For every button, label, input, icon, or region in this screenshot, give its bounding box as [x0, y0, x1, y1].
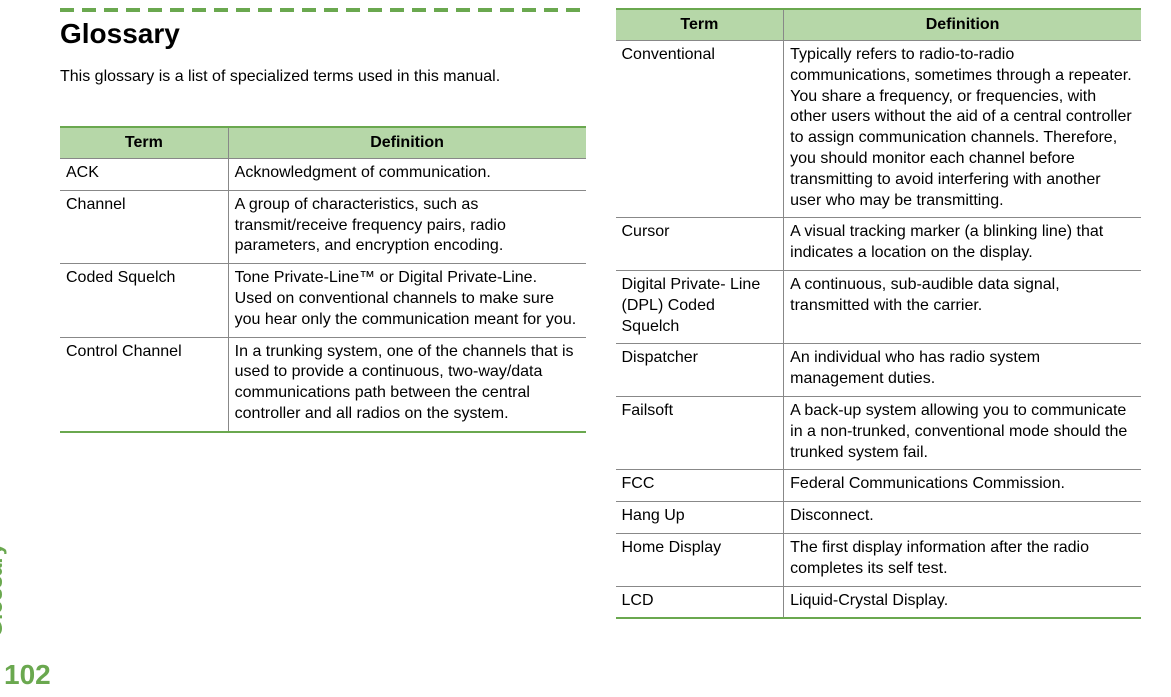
table-row: Home DisplayThe first display informatio…: [616, 533, 1142, 586]
table-header-row: Term Definition: [60, 127, 586, 159]
table-row: ConventionalTypically refers to radio-to…: [616, 41, 1142, 218]
term-cell: Channel: [60, 190, 228, 263]
term-cell: Coded Squelch: [60, 264, 228, 337]
table-row: LCDLiquid-Crystal Display.: [616, 586, 1142, 618]
definition-cell: In a trunking system, one of the channel…: [228, 337, 585, 432]
term-cell: Cursor: [616, 218, 784, 271]
table-header-row: Term Definition: [616, 9, 1142, 41]
sidebar-section-label: Glossary: [0, 543, 8, 637]
term-cell: ACK: [60, 159, 228, 191]
term-cell: Dispatcher: [616, 344, 784, 397]
definition-cell: Acknowledgment of communication.: [228, 159, 585, 191]
term-cell: LCD: [616, 586, 784, 618]
term-cell: Digital Private- Line (DPL) Coded Squelc…: [616, 270, 784, 343]
glossary-tbody-right: ConventionalTypically refers to radio-to…: [616, 41, 1142, 619]
col-header-term: Term: [60, 127, 228, 159]
term-cell: Conventional: [616, 41, 784, 218]
table-row: DispatcherAn individual who has radio sy…: [616, 344, 1142, 397]
table-row: Hang UpDisconnect.: [616, 502, 1142, 534]
definition-cell: Typically refers to radio-to-radio commu…: [784, 41, 1141, 218]
table-row: ACKAcknowledgment of communication.: [60, 159, 586, 191]
col-header-definition: Definition: [784, 9, 1141, 41]
table-row: ChannelA group of characteristics, such …: [60, 190, 586, 263]
page-title: Glossary: [60, 18, 586, 50]
col-header-definition: Definition: [228, 127, 585, 159]
definition-cell: An individual who has radio system manag…: [784, 344, 1141, 397]
glossary-table-right: Term Definition ConventionalTypically re…: [616, 8, 1142, 619]
definition-cell: The first display information after the …: [784, 533, 1141, 586]
left-column: Glossary This glossary is a list of spec…: [60, 8, 586, 689]
term-cell: Hang Up: [616, 502, 784, 534]
table-row: FailsoftA back-up system allowing you to…: [616, 396, 1142, 469]
table-row: CursorA visual tracking marker (a blinki…: [616, 218, 1142, 271]
term-cell: Failsoft: [616, 396, 784, 469]
term-cell: FCC: [616, 470, 784, 502]
definition-cell: A group of characteristics, such as tran…: [228, 190, 585, 263]
table-row: FCCFederal Communications Commission.: [616, 470, 1142, 502]
definition-cell: A visual tracking marker (a blinking lin…: [784, 218, 1141, 271]
page-columns: Glossary This glossary is a list of spec…: [0, 0, 1171, 697]
definition-cell: A continuous, sub-audible data signal, t…: [784, 270, 1141, 343]
table-row: Digital Private- Line (DPL) Coded Squelc…: [616, 270, 1142, 343]
definition-cell: Disconnect.: [784, 502, 1141, 534]
table-row: Control ChannelIn a trunking system, one…: [60, 337, 586, 432]
definition-cell: Liquid-Crystal Display.: [784, 586, 1141, 618]
col-header-term: Term: [616, 9, 784, 41]
page-number: 102: [4, 659, 51, 691]
definition-cell: Tone Private-Line™ or Digital Private-Li…: [228, 264, 585, 337]
heading-rule: [60, 8, 586, 12]
definition-cell: Federal Communications Commission.: [784, 470, 1141, 502]
glossary-table-left: Term Definition ACKAcknowledgment of com…: [60, 126, 586, 433]
term-cell: Control Channel: [60, 337, 228, 432]
intro-paragraph: This glossary is a list of specialized t…: [60, 68, 586, 86]
term-cell: Home Display: [616, 533, 784, 586]
glossary-tbody-left: ACKAcknowledgment of communication.Chann…: [60, 159, 586, 432]
definition-cell: A back-up system allowing you to communi…: [784, 396, 1141, 469]
table-row: Coded SquelchTone Private-Line™ or Digit…: [60, 264, 586, 337]
right-column: Term Definition ConventionalTypically re…: [616, 8, 1142, 689]
